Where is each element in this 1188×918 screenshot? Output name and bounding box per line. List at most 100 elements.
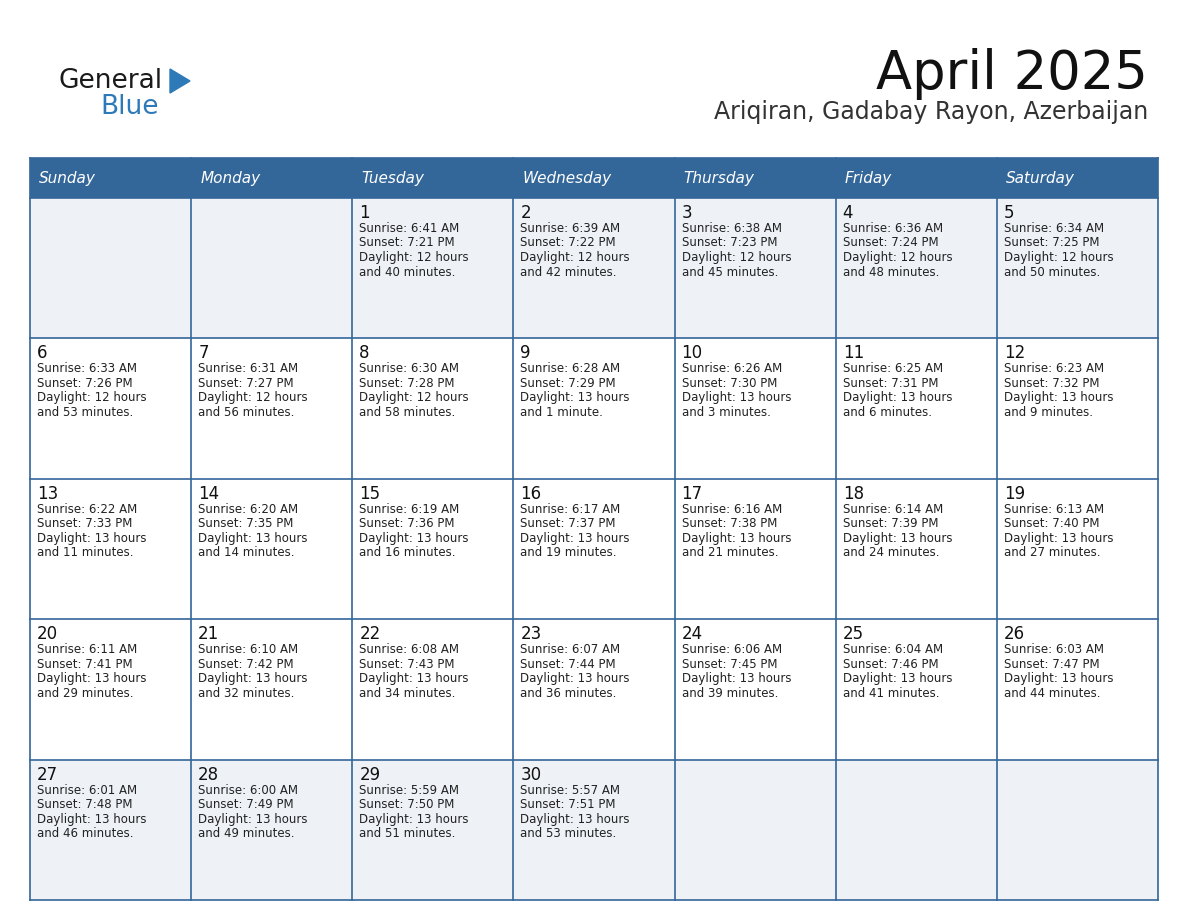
Text: Daylight: 13 hours: Daylight: 13 hours [842,532,953,544]
Text: Sunrise: 6:33 AM: Sunrise: 6:33 AM [37,363,137,375]
Bar [191,479,353,620]
Text: Sunday: Sunday [39,171,96,185]
Bar [30,479,191,620]
Text: Sunrise: 6:20 AM: Sunrise: 6:20 AM [198,503,298,516]
Text: Sunrise: 6:23 AM: Sunrise: 6:23 AM [1004,363,1104,375]
Bar [191,198,353,339]
Text: 7: 7 [198,344,209,363]
Text: Daylight: 12 hours: Daylight: 12 hours [682,251,791,264]
Text: Sunset: 7:49 PM: Sunset: 7:49 PM [198,798,293,812]
Text: and 6 minutes.: and 6 minutes. [842,406,931,419]
Text: Ariqiran, Gadabay Rayon, Azerbaijan: Ariqiran, Gadabay Rayon, Azerbaijan [714,100,1148,124]
Text: Sunrise: 6:01 AM: Sunrise: 6:01 AM [37,784,137,797]
Text: Sunset: 7:22 PM: Sunset: 7:22 PM [520,237,617,250]
Bar [353,620,513,759]
Bar [513,198,675,339]
Bar [675,479,835,620]
Text: Sunrise: 6:22 AM: Sunrise: 6:22 AM [37,503,138,516]
Text: Sunrise: 6:19 AM: Sunrise: 6:19 AM [359,503,460,516]
Text: Monday: Monday [200,171,260,185]
Text: 13: 13 [37,485,58,503]
Text: Sunset: 7:47 PM: Sunset: 7:47 PM [1004,657,1099,671]
Text: and 56 minutes.: and 56 minutes. [198,406,295,419]
Text: Sunset: 7:32 PM: Sunset: 7:32 PM [1004,377,1099,390]
Text: Blue: Blue [100,94,158,120]
Bar [513,339,675,479]
Text: and 46 minutes.: and 46 minutes. [37,827,133,840]
Text: Daylight: 13 hours: Daylight: 13 hours [359,672,469,685]
Text: and 44 minutes.: and 44 minutes. [1004,687,1100,700]
Text: Sunrise: 6:07 AM: Sunrise: 6:07 AM [520,644,620,656]
Text: Sunrise: 6:00 AM: Sunrise: 6:00 AM [198,784,298,797]
Text: 22: 22 [359,625,380,644]
Text: 30: 30 [520,766,542,784]
Text: Sunrise: 6:31 AM: Sunrise: 6:31 AM [198,363,298,375]
Text: Sunrise: 5:57 AM: Sunrise: 5:57 AM [520,784,620,797]
Bar [675,759,835,900]
Text: 18: 18 [842,485,864,503]
Text: Sunset: 7:46 PM: Sunset: 7:46 PM [842,657,939,671]
Bar [675,339,835,479]
Text: Sunrise: 6:11 AM: Sunrise: 6:11 AM [37,644,138,656]
Text: Daylight: 12 hours: Daylight: 12 hours [359,391,469,405]
Text: 25: 25 [842,625,864,644]
Text: and 39 minutes.: and 39 minutes. [682,687,778,700]
Text: 27: 27 [37,766,58,784]
Text: Sunset: 7:25 PM: Sunset: 7:25 PM [1004,237,1099,250]
Text: 9: 9 [520,344,531,363]
Bar [997,198,1158,339]
Bar [513,759,675,900]
Text: Sunset: 7:36 PM: Sunset: 7:36 PM [359,518,455,531]
Text: Daylight: 13 hours: Daylight: 13 hours [842,672,953,685]
Text: 14: 14 [198,485,220,503]
Bar [513,620,675,759]
Bar [191,620,353,759]
Bar [30,339,191,479]
Text: Saturday: Saturday [1006,171,1075,185]
Text: and 36 minutes.: and 36 minutes. [520,687,617,700]
Text: Tuesday: Tuesday [361,171,424,185]
Text: Sunset: 7:48 PM: Sunset: 7:48 PM [37,798,133,812]
Bar [30,620,191,759]
Bar [191,759,353,900]
Text: April 2025: April 2025 [876,48,1148,100]
Bar [675,620,835,759]
Text: Sunrise: 6:08 AM: Sunrise: 6:08 AM [359,644,460,656]
Text: and 34 minutes.: and 34 minutes. [359,687,456,700]
Text: and 58 minutes.: and 58 minutes. [359,406,455,419]
Text: Daylight: 13 hours: Daylight: 13 hours [198,532,308,544]
Text: and 29 minutes.: and 29 minutes. [37,687,133,700]
Text: Sunrise: 6:34 AM: Sunrise: 6:34 AM [1004,222,1104,235]
Text: Daylight: 13 hours: Daylight: 13 hours [1004,391,1113,405]
Text: Daylight: 13 hours: Daylight: 13 hours [37,672,146,685]
Text: Sunrise: 6:06 AM: Sunrise: 6:06 AM [682,644,782,656]
Text: Daylight: 13 hours: Daylight: 13 hours [198,672,308,685]
Text: Sunset: 7:33 PM: Sunset: 7:33 PM [37,518,132,531]
Text: 15: 15 [359,485,380,503]
Text: Sunset: 7:37 PM: Sunset: 7:37 PM [520,518,615,531]
Bar [997,158,1158,198]
Text: Wednesday: Wednesday [523,171,612,185]
Text: Daylight: 13 hours: Daylight: 13 hours [682,391,791,405]
Text: 24: 24 [682,625,702,644]
Text: 28: 28 [198,766,220,784]
Text: Daylight: 13 hours: Daylight: 13 hours [37,812,146,825]
Text: and 53 minutes.: and 53 minutes. [37,406,133,419]
Text: 10: 10 [682,344,702,363]
Text: and 24 minutes.: and 24 minutes. [842,546,940,559]
Text: Sunset: 7:51 PM: Sunset: 7:51 PM [520,798,615,812]
Text: Daylight: 13 hours: Daylight: 13 hours [520,532,630,544]
Text: and 50 minutes.: and 50 minutes. [1004,265,1100,278]
Text: and 49 minutes.: and 49 minutes. [198,827,295,840]
Bar [997,479,1158,620]
Bar [353,158,513,198]
Text: 26: 26 [1004,625,1025,644]
Text: Sunset: 7:39 PM: Sunset: 7:39 PM [842,518,939,531]
Text: and 19 minutes.: and 19 minutes. [520,546,617,559]
Bar [675,158,835,198]
Bar [997,759,1158,900]
Text: and 1 minute.: and 1 minute. [520,406,604,419]
Text: Sunrise: 5:59 AM: Sunrise: 5:59 AM [359,784,460,797]
Bar [835,339,997,479]
Text: and 48 minutes.: and 48 minutes. [842,265,939,278]
